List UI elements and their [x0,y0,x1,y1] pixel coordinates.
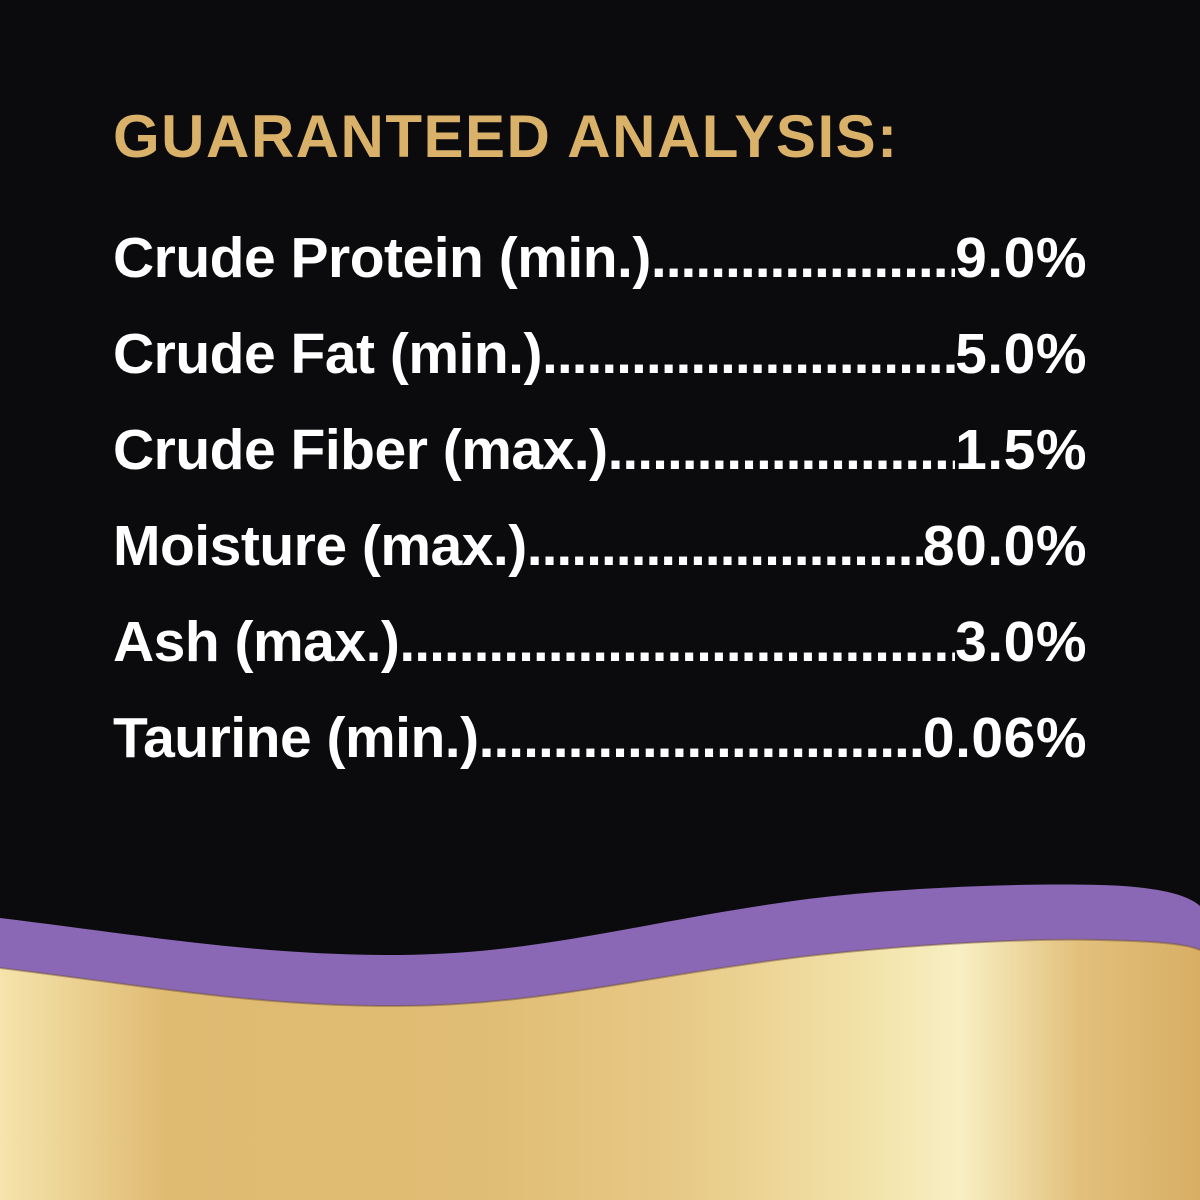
row-value: 5.0% [955,322,1087,386]
row-label: Crude Fat (min.) [113,322,543,386]
row-value: 9.0% [955,226,1087,290]
row-label: Ash (max.) [113,610,400,674]
leader-dots: ........................................… [478,706,923,770]
gold-wave-field [0,939,1200,1200]
analysis-row-ash: Ash (max.) .............................… [113,594,1087,690]
leader-dots: ........................................… [399,610,955,674]
leader-dots: ........................................… [607,418,956,482]
row-value: 80.0% [922,514,1087,578]
row-label: Crude Fiber (max.) [113,418,608,482]
analysis-row-crude-protein: Crude Protein (min.) ...................… [113,210,1087,306]
bottom-wave-decoration [0,884,1200,1200]
gold-wave-edge-shadow [0,938,1200,1008]
row-value: 0.06% [922,706,1087,770]
guaranteed-analysis-section: GUARANTEED ANALYSIS: Crude Protein (min.… [113,104,1087,786]
leader-dots: ........................................… [542,322,956,386]
row-value: 3.0% [955,610,1087,674]
analysis-row-moisture: Moisture (max.) ........................… [113,498,1087,594]
leader-dots: ........................................… [650,226,955,290]
guaranteed-analysis-heading: GUARANTEED ANALYSIS: [113,103,899,170]
row-label: Moisture (max.) [113,514,527,578]
analysis-row-taurine: Taurine (min.) .........................… [113,690,1087,786]
leader-dots: ........................................… [526,514,923,578]
row-value: 1.5% [955,418,1087,482]
row-label: Taurine (min.) [113,706,479,770]
analysis-row-crude-fat: Crude Fat (min.) .......................… [113,306,1087,402]
row-label: Crude Protein (min.) [113,226,651,290]
analysis-row-crude-fiber: Crude Fiber (max.) .....................… [113,402,1087,498]
